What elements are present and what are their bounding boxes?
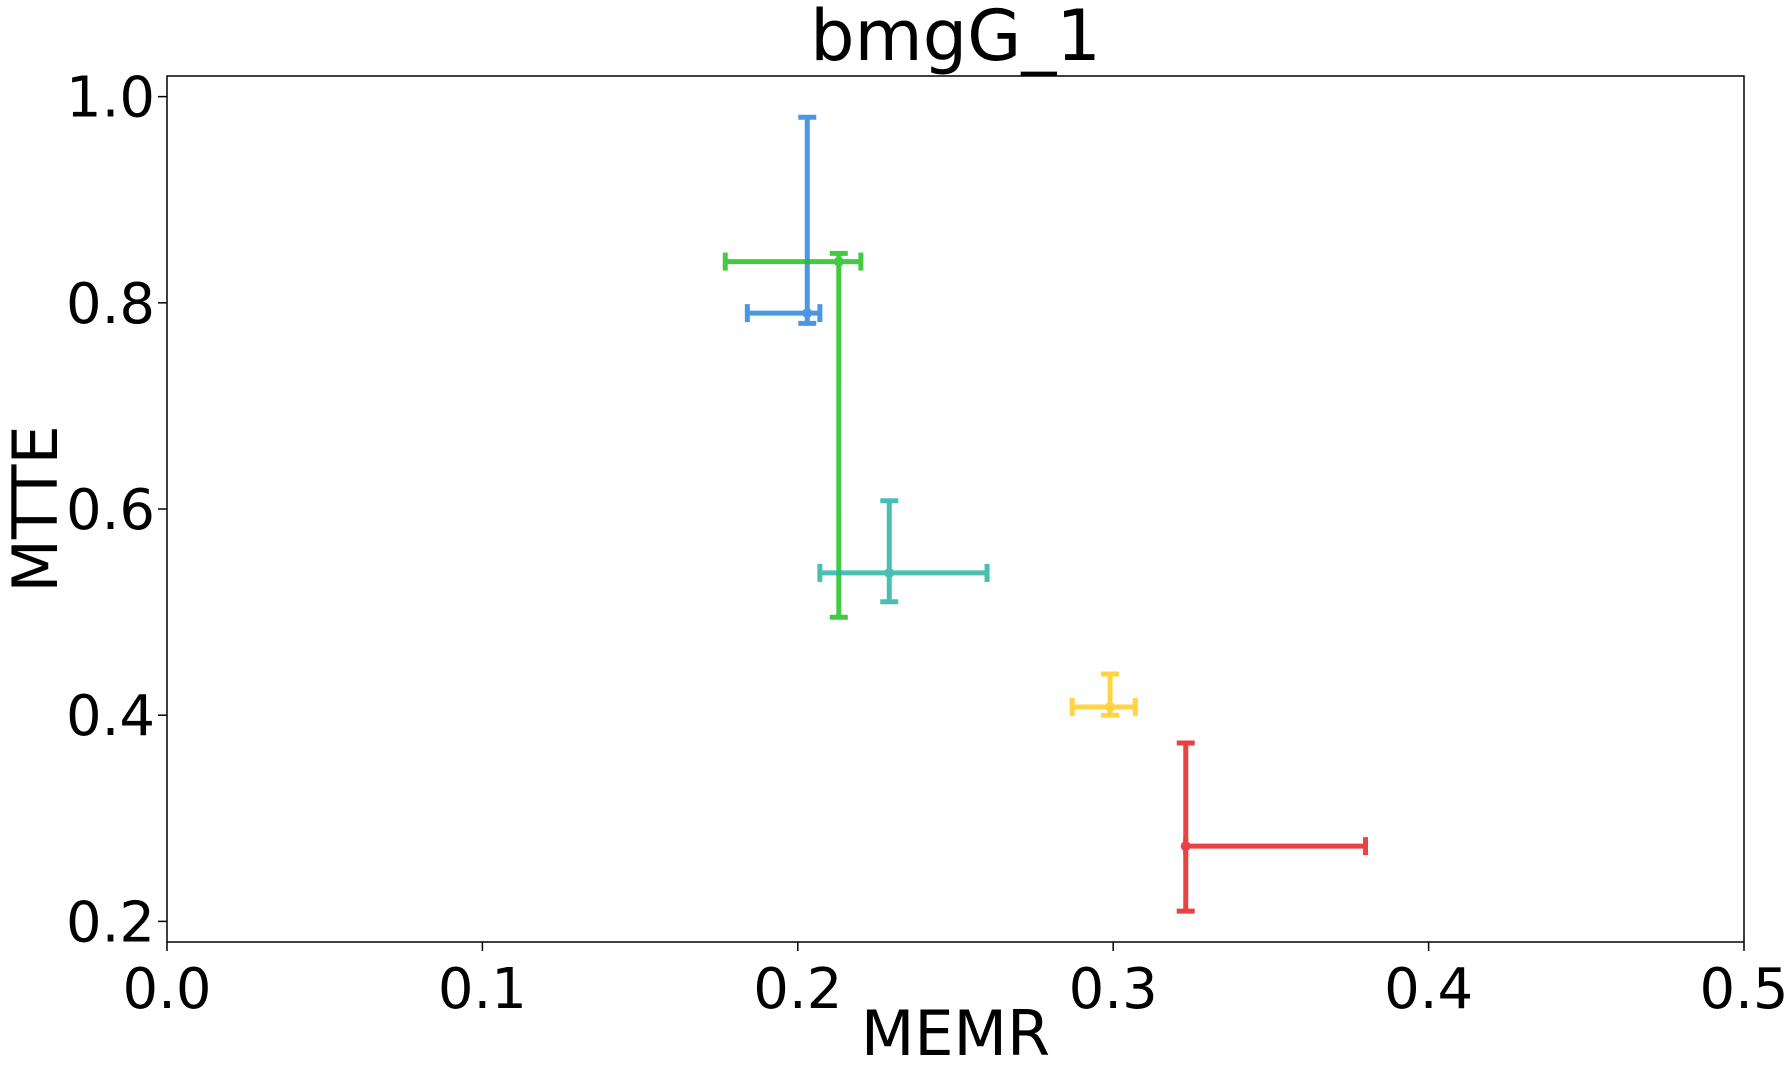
data-point xyxy=(802,308,813,319)
y-tick-label: 0.8 xyxy=(66,272,155,337)
x-tick-label: 0.4 xyxy=(1384,957,1473,1022)
x-axis: 0.0 0.1 0.2 0.3 0.4 0.5 xyxy=(122,942,1789,1022)
error-bar-point xyxy=(1069,671,1138,718)
data-point xyxy=(833,256,844,267)
x-tick-label: 0.3 xyxy=(1069,957,1158,1022)
data-point xyxy=(1105,701,1116,712)
chart-title: bmgG_1 xyxy=(810,0,1101,77)
data-point xyxy=(1180,841,1191,852)
y-tick-label: 0.2 xyxy=(66,890,155,955)
x-tick-label: 0.5 xyxy=(1699,957,1788,1022)
y-tick-label: 1.0 xyxy=(66,66,155,131)
y-tick-label: 0.4 xyxy=(66,684,155,749)
plot-frame xyxy=(166,75,1745,943)
error-bar-point xyxy=(1176,740,1369,914)
x-axis-label: MEMR xyxy=(861,997,1050,1070)
y-tick-label: 0.6 xyxy=(66,478,155,543)
x-tick-label: 0.1 xyxy=(438,957,527,1022)
error-bar-point xyxy=(744,114,823,326)
error-bar-point xyxy=(722,250,864,620)
x-tick-label: 0.0 xyxy=(122,957,211,1022)
error-bar-point xyxy=(817,498,990,605)
y-axis-label: MTTE xyxy=(0,425,72,592)
x-tick-label: 0.2 xyxy=(753,957,842,1022)
y-axis: 0.2 0.4 0.6 0.8 1.0 xyxy=(66,66,167,955)
data-point xyxy=(884,567,895,578)
data-series xyxy=(722,114,1369,914)
